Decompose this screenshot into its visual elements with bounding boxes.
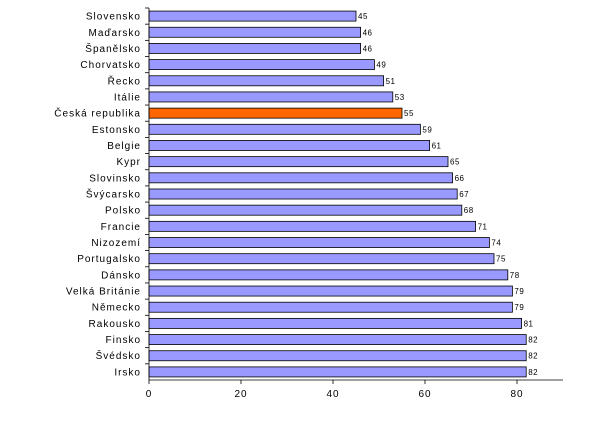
- category-label-7: Estonsko: [92, 125, 141, 136]
- data-label-5: 53: [395, 93, 405, 102]
- category-label-11: Švýcarsko: [86, 188, 141, 201]
- category-label-1: Maďarsko: [89, 28, 142, 39]
- bar-5: [148, 91, 394, 103]
- data-label-11: 67: [459, 190, 469, 199]
- bar-22: [148, 366, 527, 378]
- bar-12: [148, 204, 463, 216]
- bar-13: [148, 220, 477, 232]
- data-label-22: 82: [528, 368, 538, 377]
- bar-11: [148, 188, 458, 200]
- data-label-6: 55: [404, 109, 414, 118]
- bar-17: [148, 285, 513, 297]
- x-tick-label-3: 60: [418, 389, 431, 400]
- data-label-9: 65: [450, 158, 460, 167]
- data-label-12: 68: [464, 206, 474, 215]
- data-label-13: 71: [478, 222, 488, 231]
- category-label-8: Belgie: [107, 141, 141, 152]
- category-label-9: Kypr: [116, 157, 141, 168]
- category-label-14: Nizozemí: [91, 238, 141, 249]
- category-label-21: Švédsko: [96, 349, 141, 362]
- bar-9: [148, 156, 449, 168]
- data-label-0: 45: [358, 12, 368, 21]
- data-label-8: 61: [432, 141, 442, 150]
- data-label-19: 81: [524, 319, 534, 328]
- bar-20: [148, 334, 527, 345]
- x-tick-label-4: 80: [510, 389, 523, 400]
- data-label-3: 49: [376, 61, 386, 70]
- data-label-21: 82: [528, 352, 538, 361]
- bar-18: [148, 301, 513, 313]
- category-label-13: Francie: [101, 222, 141, 233]
- data-label-7: 59: [422, 125, 432, 134]
- x-tick-label-2: 40: [326, 389, 339, 400]
- data-label-18: 79: [514, 303, 524, 312]
- category-label-20: Finsko: [106, 335, 141, 346]
- data-label-15: 75: [496, 255, 506, 264]
- data-label-4: 51: [386, 77, 396, 86]
- category-label-18: Německo: [92, 303, 141, 314]
- bar-19: [148, 317, 523, 329]
- bar-6: [148, 107, 403, 119]
- bar-14: [148, 237, 490, 248]
- data-label-16: 78: [510, 271, 520, 280]
- bar-3: [148, 59, 375, 71]
- bar-21: [148, 350, 527, 362]
- bar-2: [148, 43, 362, 54]
- category-label-16: Dánsko: [101, 270, 141, 281]
- data-label-20: 82: [528, 336, 538, 345]
- bar-4: [148, 75, 385, 87]
- data-label-2: 46: [363, 44, 373, 53]
- bar-16: [148, 269, 509, 281]
- x-tick-label-1: 20: [234, 389, 247, 400]
- bar-0: [148, 10, 357, 22]
- bar-1: [148, 26, 362, 38]
- bar-10: [148, 172, 454, 184]
- category-label-0: Slovensko: [86, 12, 141, 23]
- category-label-2: Španělsko: [85, 42, 141, 55]
- category-label-22: Irsko: [114, 367, 141, 378]
- x-tick-label-0: 0: [146, 389, 153, 400]
- bar-7: [148, 123, 421, 135]
- category-label-17: Velká Británie: [66, 287, 141, 298]
- category-label-4: Řecko: [108, 74, 141, 87]
- data-label-10: 66: [455, 174, 465, 183]
- category-label-6: Česká republika: [54, 107, 141, 120]
- category-label-12: Polsko: [105, 206, 141, 217]
- category-label-5: Itálie: [114, 92, 141, 103]
- category-label-19: Rakousko: [89, 319, 141, 330]
- category-label-3: Chorvatsko: [80, 60, 141, 71]
- bar-8: [148, 140, 431, 151]
- bar-15: [148, 253, 495, 265]
- data-label-1: 46: [363, 28, 373, 37]
- category-label-10: Slovinsko: [89, 173, 141, 184]
- category-label-15: Portugalsko: [77, 254, 141, 265]
- data-label-17: 79: [514, 287, 524, 296]
- data-label-14: 74: [491, 239, 501, 248]
